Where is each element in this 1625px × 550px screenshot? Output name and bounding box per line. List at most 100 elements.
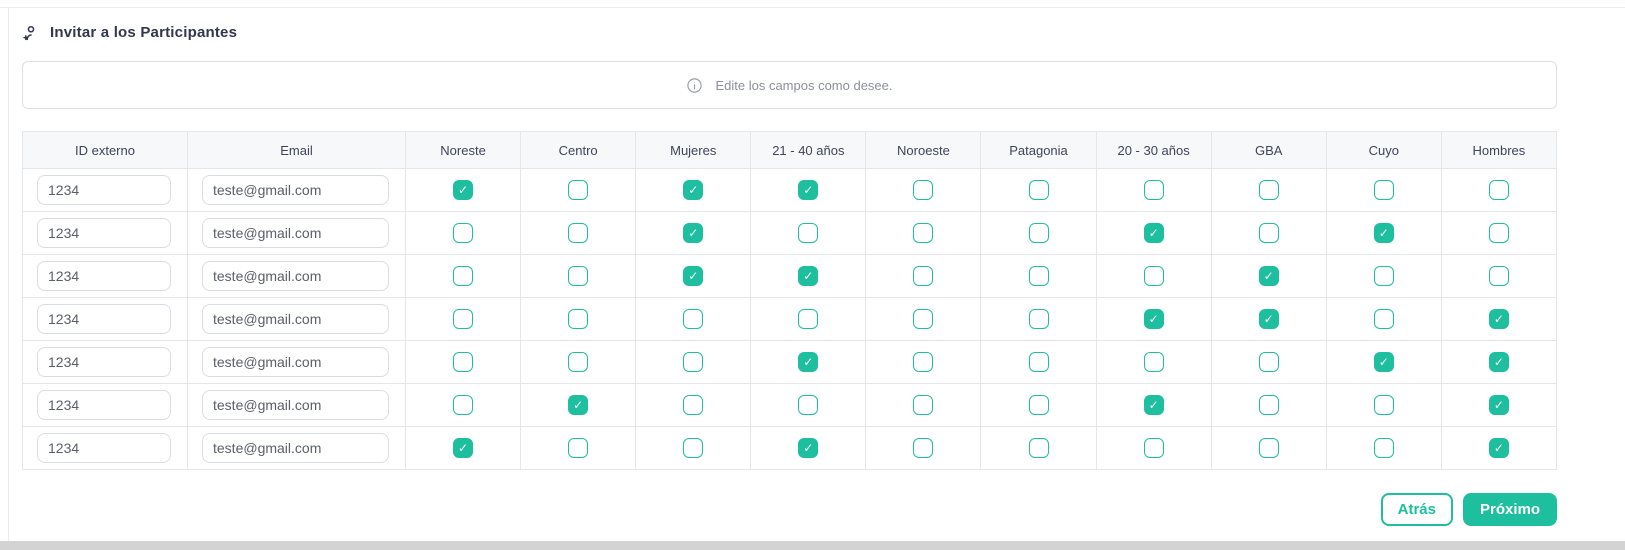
- checkbox-hombres[interactable]: [1488, 266, 1509, 286]
- checkbox-gba[interactable]: [1258, 352, 1279, 372]
- checkbox-patagonia[interactable]: [1028, 395, 1049, 415]
- checkbox-cell: [1095, 254, 1212, 298]
- checkbox-centro[interactable]: [568, 266, 589, 286]
- checkbox-noreste[interactable]: [453, 309, 474, 329]
- checkbox-21-40-a-os[interactable]: ✓: [798, 438, 819, 458]
- email-input[interactable]: [202, 175, 389, 205]
- checkbox-mujeres[interactable]: [683, 352, 704, 372]
- checkbox-centro[interactable]: [568, 180, 589, 200]
- checkbox-noreste[interactable]: ✓: [453, 438, 474, 458]
- checkbox-cuyo[interactable]: ✓: [1373, 223, 1394, 243]
- checkbox-patagonia[interactable]: [1028, 223, 1049, 243]
- checkbox-centro[interactable]: ✓: [568, 395, 589, 415]
- checkbox-mujeres[interactable]: [683, 309, 704, 329]
- checkbox-hombres[interactable]: ✓: [1488, 352, 1509, 372]
- checkbox-noroeste[interactable]: [913, 438, 934, 458]
- checkbox-mujeres[interactable]: [683, 395, 704, 415]
- checkbox-20-30-a-os[interactable]: ✓: [1143, 309, 1164, 329]
- checkbox-noreste[interactable]: [453, 266, 474, 286]
- email-input[interactable]: [202, 218, 389, 248]
- checkbox-mujeres[interactable]: [683, 438, 704, 458]
- checkbox-21-40-a-os[interactable]: [798, 309, 819, 329]
- content-area: Invitar a los Participantes Edite los ca…: [22, 24, 1558, 526]
- checkbox-21-40-a-os[interactable]: ✓: [798, 352, 819, 372]
- external-id-cell: [22, 383, 188, 427]
- checkbox-20-30-a-os[interactable]: [1143, 180, 1164, 200]
- checkbox-21-40-a-os[interactable]: ✓: [798, 180, 819, 200]
- checkbox-centro[interactable]: [568, 438, 589, 458]
- checkbox-gba[interactable]: [1258, 180, 1279, 200]
- checkbox-cuyo[interactable]: ✓: [1373, 352, 1394, 372]
- email-input[interactable]: [202, 304, 389, 334]
- participant-row: ✓ ✓ ✓: [22, 383, 1558, 427]
- checkbox-patagonia[interactable]: [1028, 309, 1049, 329]
- email-input[interactable]: [202, 261, 389, 291]
- checkbox-gba[interactable]: ✓: [1258, 266, 1279, 286]
- external-id-cell: [22, 254, 188, 298]
- checkbox-gba[interactable]: [1258, 223, 1279, 243]
- checkbox-hombres[interactable]: ✓: [1488, 438, 1509, 458]
- checkbox-noreste[interactable]: [453, 395, 474, 415]
- email-input[interactable]: [202, 390, 389, 420]
- checkbox-noroeste[interactable]: [913, 180, 934, 200]
- column-header-20-30-a-os: 20 - 30 años: [1095, 131, 1212, 169]
- participant-row: ✓ ✓ ✓: [22, 340, 1558, 384]
- checkbox-cell: [980, 383, 1097, 427]
- external-id-input[interactable]: [37, 433, 171, 463]
- checkbox-mujeres[interactable]: ✓: [683, 223, 704, 243]
- checkbox-21-40-a-os[interactable]: [798, 395, 819, 415]
- checkbox-patagonia[interactable]: [1028, 180, 1049, 200]
- checkbox-noroeste[interactable]: [913, 309, 934, 329]
- checkbox-hombres[interactable]: [1488, 223, 1509, 243]
- external-id-input[interactable]: [37, 347, 171, 377]
- checkbox-noreste[interactable]: [453, 352, 474, 372]
- checkbox-hombres[interactable]: ✓: [1488, 395, 1509, 415]
- email-input[interactable]: [202, 347, 389, 377]
- external-id-input[interactable]: [37, 304, 171, 334]
- checkbox-cuyo[interactable]: [1373, 395, 1394, 415]
- external-id-input[interactable]: [37, 175, 171, 205]
- external-id-input[interactable]: [37, 261, 171, 291]
- external-id-input[interactable]: [37, 390, 171, 420]
- checkbox-centro[interactable]: [568, 309, 589, 329]
- checkbox-cuyo[interactable]: [1373, 438, 1394, 458]
- checkbox-patagonia[interactable]: [1028, 266, 1049, 286]
- checkbox-20-30-a-os[interactable]: [1143, 352, 1164, 372]
- checkbox-cell: ✓: [1440, 383, 1558, 427]
- checkbox-cuyo[interactable]: [1373, 266, 1394, 286]
- checkbox-gba[interactable]: ✓: [1258, 309, 1279, 329]
- external-id-input[interactable]: [37, 218, 171, 248]
- checkbox-cell: ✓: [635, 168, 752, 212]
- checkbox-gba[interactable]: [1258, 395, 1279, 415]
- checkbox-hombres[interactable]: ✓: [1488, 309, 1509, 329]
- checkbox-noroeste[interactable]: [913, 266, 934, 286]
- checkbox-cell: ✓: [750, 426, 867, 470]
- checkbox-noroeste[interactable]: [913, 395, 934, 415]
- email-input[interactable]: [202, 433, 389, 463]
- checkbox-noroeste[interactable]: [913, 352, 934, 372]
- checkbox-cell: [520, 297, 637, 341]
- next-button[interactable]: Próximo: [1462, 493, 1557, 526]
- checkbox-noroeste[interactable]: [913, 223, 934, 243]
- checkbox-patagonia[interactable]: [1028, 352, 1049, 372]
- checkbox-centro[interactable]: [568, 352, 589, 372]
- checkbox-21-40-a-os[interactable]: ✓: [798, 266, 819, 286]
- checkbox-20-30-a-os[interactable]: [1143, 438, 1164, 458]
- checkbox-gba[interactable]: [1258, 438, 1279, 458]
- checkbox-centro[interactable]: [568, 223, 589, 243]
- checkbox-noreste[interactable]: [453, 223, 474, 243]
- checkbox-mujeres[interactable]: ✓: [683, 266, 704, 286]
- checkbox-mujeres[interactable]: ✓: [683, 180, 704, 200]
- checkbox-21-40-a-os[interactable]: [798, 223, 819, 243]
- bottom-strip: [0, 541, 1625, 550]
- checkbox-cuyo[interactable]: [1373, 180, 1394, 200]
- checkbox-20-30-a-os[interactable]: [1143, 266, 1164, 286]
- checkbox-patagonia[interactable]: [1028, 438, 1049, 458]
- checkbox-20-30-a-os[interactable]: ✓: [1143, 223, 1164, 243]
- checkbox-hombres[interactable]: [1488, 180, 1509, 200]
- checkbox-20-30-a-os[interactable]: ✓: [1143, 395, 1164, 415]
- checkbox-cell: ✓: [1095, 297, 1212, 341]
- checkbox-noreste[interactable]: ✓: [453, 180, 474, 200]
- back-button[interactable]: Atrás: [1380, 493, 1453, 526]
- checkbox-cuyo[interactable]: [1373, 309, 1394, 329]
